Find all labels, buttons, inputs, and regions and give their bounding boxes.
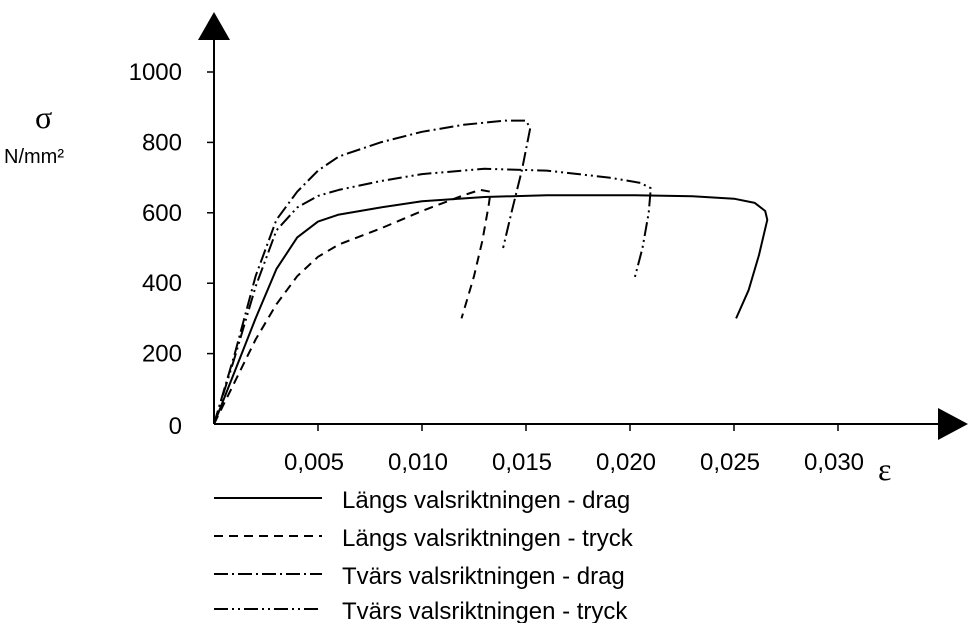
- axis-labels: σ N/mm² ε: [4, 99, 891, 487]
- axes: 0 200 400 600 800 1000 0,005 0,010 0,015 0,020 0,0…: [129, 12, 968, 476]
- y-tick-label: 1000: [129, 59, 182, 86]
- x-tick-label: 0,005: [284, 449, 344, 476]
- y-tick-label: 0: [169, 413, 182, 440]
- legend: Längs valsriktningen - drag Längs valsrik…: [214, 487, 634, 623]
- x-axis-label: ε: [878, 451, 891, 487]
- legend-label-3: Tvärs valsriktningen - drag: [342, 563, 625, 590]
- y-tick-label: 200: [142, 341, 182, 368]
- x-tick-label: 0,025: [700, 449, 760, 476]
- legend-label-1: Längs valsriktningen - drag: [342, 487, 630, 514]
- y-axis-arrow: [198, 12, 230, 40]
- curves: [213, 119, 769, 425]
- x-tick-label: 0,015: [492, 449, 552, 476]
- series-curve-4: [213, 167, 652, 425]
- y-tick-label: 600: [142, 200, 182, 227]
- series-curve-2: [213, 188, 492, 425]
- x-tick-label: 0,030: [804, 449, 864, 476]
- legend-label-4: Tvärs valsriktningen - tryck: [342, 598, 628, 623]
- y-tick-label: 800: [142, 129, 182, 156]
- series-curve-3: [213, 119, 532, 425]
- x-tick-label: 0,020: [596, 449, 656, 476]
- x-tick-label: 0,010: [388, 449, 448, 476]
- y-axis-label: σ: [35, 99, 52, 135]
- series-curve-1: [213, 194, 769, 425]
- y-tick-label: 400: [142, 270, 182, 297]
- y-axis-unit: N/mm²: [4, 146, 64, 168]
- x-axis-arrow: [938, 408, 968, 440]
- legend-label-2: Längs valsriktningen - tryck: [342, 525, 634, 552]
